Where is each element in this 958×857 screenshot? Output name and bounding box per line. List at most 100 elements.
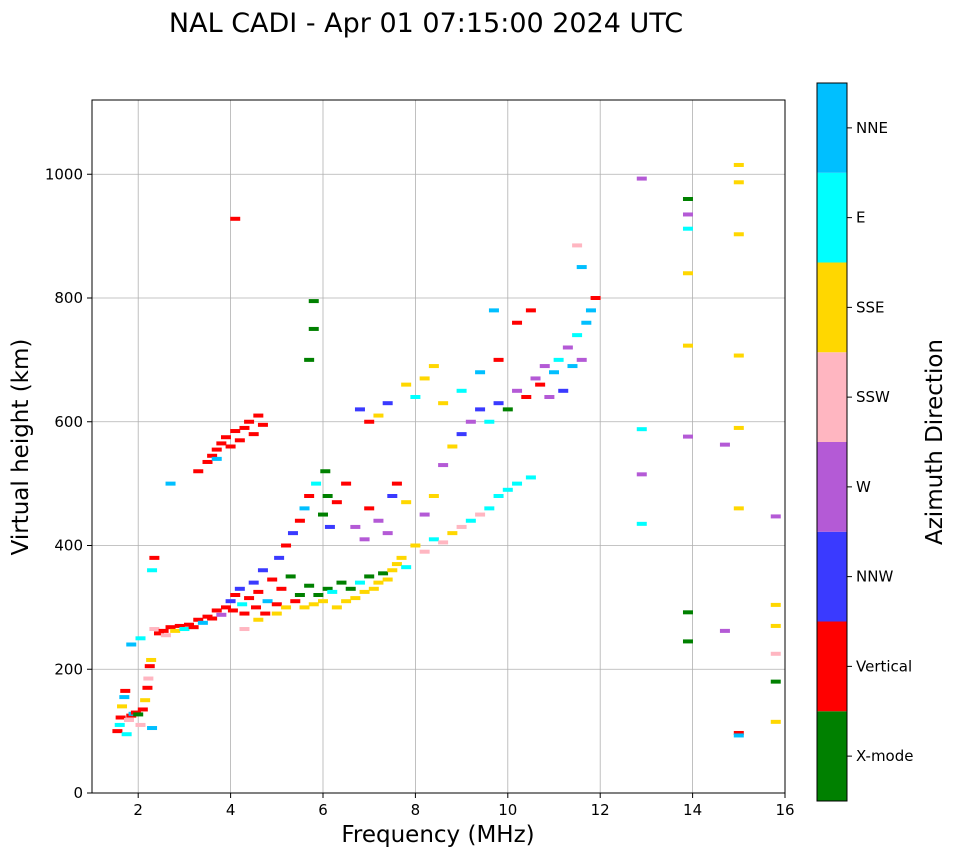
data-point xyxy=(364,506,375,511)
x-tick-label: 2 xyxy=(133,801,143,819)
data-point xyxy=(387,568,398,573)
data-point xyxy=(345,586,356,591)
data-point xyxy=(174,623,185,628)
data-point xyxy=(153,631,164,636)
data-point xyxy=(682,271,693,276)
data-point xyxy=(419,512,430,517)
data-point xyxy=(682,343,693,348)
data-point xyxy=(553,357,564,362)
data-point xyxy=(137,707,148,712)
data-point xyxy=(572,333,583,338)
data-point xyxy=(308,602,319,607)
x-tick-label: 6 xyxy=(318,801,328,819)
data-point xyxy=(567,364,578,369)
x-tick-label: 8 xyxy=(411,801,421,819)
data-point xyxy=(502,487,513,492)
data-point xyxy=(135,722,146,727)
colorbar-swatch xyxy=(817,352,847,442)
colorbar-tick-label: X-mode xyxy=(856,747,913,765)
x-tick-label: 16 xyxy=(775,801,794,819)
data-point xyxy=(438,540,449,545)
data-point xyxy=(281,605,292,610)
data-point xyxy=(636,521,647,526)
data-point xyxy=(114,722,125,727)
colorbar: X-mode Vertical NNW W SSW SSE E NNE xyxy=(816,82,913,802)
data-point xyxy=(322,586,333,591)
colorbar-label: Azimuth Direction xyxy=(922,339,948,545)
data-point xyxy=(144,664,155,669)
data-point xyxy=(636,472,647,477)
y-tick-label: 1000 xyxy=(45,165,83,183)
data-point xyxy=(373,518,384,523)
data-point xyxy=(313,593,324,597)
data-point xyxy=(253,413,264,418)
data-point xyxy=(447,531,458,536)
data-point xyxy=(244,419,255,424)
plot-frame xyxy=(91,99,786,794)
data-point xyxy=(308,299,319,304)
data-point xyxy=(327,589,338,594)
data-point xyxy=(535,382,546,387)
data-point xyxy=(368,586,379,591)
data-point xyxy=(324,524,335,529)
data-point xyxy=(438,463,449,468)
data-point xyxy=(147,726,158,731)
data-point xyxy=(158,628,169,633)
data-point xyxy=(207,616,218,621)
data-point xyxy=(581,320,592,325)
data-point xyxy=(119,695,130,700)
data-point xyxy=(267,577,278,582)
chart-title: NAL CADI - Apr 01 07:15:00 2024 UTC xyxy=(169,8,683,39)
data-points xyxy=(112,162,781,738)
data-point xyxy=(318,512,328,517)
data-point xyxy=(382,531,393,536)
data-point xyxy=(719,442,730,447)
colorbar-swatch xyxy=(817,262,847,353)
data-point xyxy=(234,438,245,443)
data-point xyxy=(590,296,601,300)
grid-lines xyxy=(92,100,786,794)
data-point xyxy=(336,580,347,585)
data-point xyxy=(733,232,744,237)
x-tick-label: 14 xyxy=(683,801,702,819)
data-point xyxy=(133,712,144,717)
data-point xyxy=(576,265,587,270)
data-point xyxy=(354,407,365,412)
data-point xyxy=(576,357,587,362)
data-point xyxy=(318,599,328,604)
data-point xyxy=(193,617,204,622)
data-point xyxy=(682,226,693,231)
data-point xyxy=(216,441,227,446)
data-point xyxy=(197,620,208,625)
data-point xyxy=(378,571,389,576)
data-point xyxy=(682,639,693,644)
data-point xyxy=(276,586,287,591)
colorbar-swatch xyxy=(817,172,847,263)
data-point xyxy=(207,453,218,458)
colorbar-swatch xyxy=(817,83,847,173)
data-point xyxy=(488,308,499,313)
data-point xyxy=(299,506,310,511)
colorbar-tick-label: E xyxy=(856,209,865,227)
data-point xyxy=(147,568,158,573)
data-point xyxy=(117,704,128,709)
data-point xyxy=(549,370,559,375)
data-point xyxy=(230,593,241,597)
data-point xyxy=(165,481,176,486)
data-point xyxy=(521,395,532,399)
x-axis-ticks: 2 4 6 8 10 12 14 16 xyxy=(133,793,795,819)
data-point xyxy=(475,370,486,375)
data-point xyxy=(428,494,439,498)
data-point xyxy=(341,481,352,486)
data-point xyxy=(525,308,536,313)
data-point xyxy=(539,364,550,369)
data-point xyxy=(135,636,146,641)
data-point xyxy=(304,583,315,588)
x-tick-label: 10 xyxy=(498,801,517,819)
data-point xyxy=(271,611,282,616)
data-point xyxy=(299,605,310,610)
data-point xyxy=(350,596,361,601)
colorbar-tick-label: NNW xyxy=(856,568,893,586)
data-point xyxy=(391,562,402,567)
x-tick-label: 12 xyxy=(591,801,610,819)
